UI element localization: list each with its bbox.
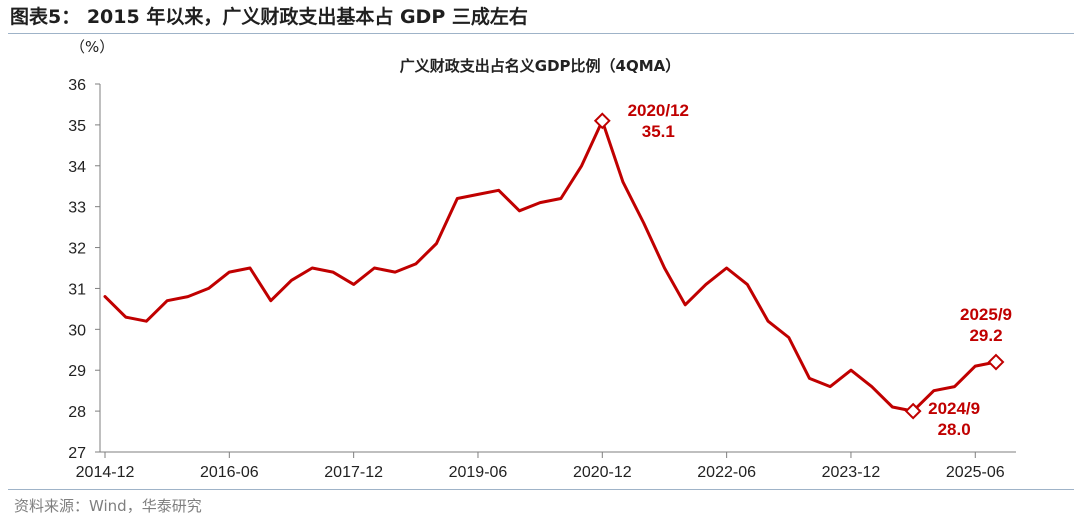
x-tick-label: 2020-12 [573,464,632,481]
data-point-marker [987,353,1005,371]
x-tick-label: 2017-12 [324,464,383,481]
y-axis-unit: （%） [70,38,114,56]
annotation-date: 2025/9 [960,305,1012,324]
y-tick-label: 30 [68,322,86,339]
data-point-marker [593,112,611,130]
figure-title: 图表5： 2015 年以来，广义财政支出基本占 GDP 三成左右 [10,6,528,28]
y-tick-label: 32 [68,241,86,258]
top-divider [8,33,1074,34]
y-tick-label: 31 [68,281,86,298]
y-tick-label: 34 [68,159,86,176]
y-tick-label: 27 [68,445,86,462]
y-tick-label: 35 [68,118,86,135]
x-tick-label: 2019-06 [449,464,508,481]
annotation-value: 35.1 [642,122,675,141]
y-tick-label: 29 [68,363,86,380]
bottom-divider [8,489,1074,490]
x-tick-label: 2025-06 [946,464,1005,481]
series-line [103,119,998,413]
x-tick-label: 2016-06 [200,464,259,481]
source-note: 资料来源：Wind，华泰研究 [14,497,202,515]
annotation-value: 28.0 [938,420,971,439]
y-tick-label: 36 [68,77,86,94]
x-tick-label: 2014-12 [76,464,135,481]
annotation-value: 29.2 [969,326,1002,345]
y-tick-label: 28 [68,404,86,421]
x-tick-label: 2023-12 [822,464,881,481]
annotation-date: 2024/9 [928,399,980,418]
x-tick-label: 2022-06 [697,464,756,481]
data-point-marker [904,402,922,420]
chart-title: 广义财政支出占名义GDP比例（4QMA） [400,57,680,75]
annotation-date: 2020/12 [628,101,689,120]
y-tick-label: 33 [68,200,86,217]
